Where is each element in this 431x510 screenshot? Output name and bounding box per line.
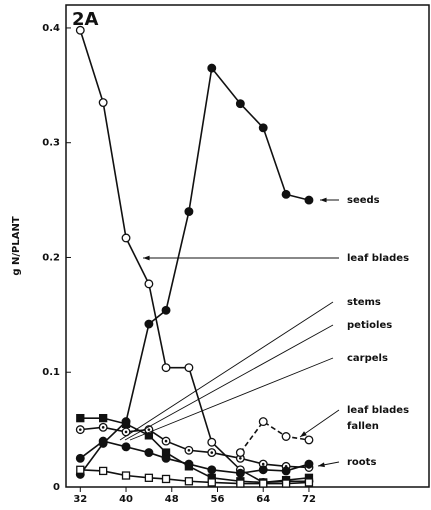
marker	[144, 279, 154, 289]
marker	[76, 465, 85, 474]
annotation: petioles	[347, 320, 392, 331]
marker	[235, 468, 245, 478]
marker	[281, 189, 291, 199]
leader-line	[299, 409, 340, 438]
marker-dot	[78, 428, 82, 431]
x-tick-label: 40	[119, 494, 133, 505]
annotation: leaf blades	[347, 405, 409, 416]
marker	[98, 436, 108, 446]
marker	[207, 465, 217, 475]
marker	[235, 99, 245, 109]
marker	[207, 437, 217, 447]
marker	[121, 442, 131, 452]
leader-line	[119, 301, 334, 441]
marker	[121, 471, 131, 480]
annotation: leaf blades	[347, 253, 409, 264]
marker	[161, 305, 171, 315]
marker	[184, 363, 194, 373]
arrow-head	[143, 255, 150, 261]
marker	[207, 63, 217, 73]
marker	[184, 477, 194, 486]
leader-line	[129, 357, 334, 441]
marker	[304, 195, 314, 205]
y-tick-label: 0.1	[42, 367, 60, 378]
marker-dot	[210, 451, 214, 454]
marker	[258, 123, 268, 133]
annotation: carpels	[347, 353, 388, 364]
y-axis-label: g N/PLANT	[11, 216, 22, 275]
y-tick-label: 0.4	[42, 23, 60, 34]
marker-dot	[164, 439, 168, 443]
marker	[121, 233, 131, 243]
marker	[161, 474, 171, 484]
marker	[75, 25, 85, 35]
marker-dot	[101, 426, 105, 429]
series-line	[79, 30, 309, 484]
y-tick-label: 0	[53, 482, 60, 493]
annotation: roots	[347, 457, 376, 468]
arrow-head	[320, 197, 327, 203]
y-tick-label: 0.2	[42, 252, 60, 263]
annotation: stems	[347, 297, 381, 308]
marker	[76, 413, 85, 423]
marker	[259, 479, 268, 488]
x-tick-label: 72	[302, 494, 316, 505]
marker	[144, 473, 154, 482]
marker	[281, 466, 291, 476]
marker-dot	[187, 448, 191, 452]
marker	[99, 413, 108, 423]
annotation: seeds	[347, 195, 380, 206]
marker	[161, 453, 171, 463]
x-tick-label: 48	[165, 494, 179, 505]
series-line	[239, 420, 310, 454]
marker	[144, 448, 154, 458]
leader-line	[124, 324, 334, 441]
marker-dot	[261, 462, 265, 466]
x-tick-label: 56	[211, 494, 225, 505]
arrow-head	[300, 431, 307, 437]
panel-label: 2A	[72, 9, 99, 30]
marker-dot	[147, 428, 151, 431]
marker	[258, 417, 268, 427]
x-tick-label: 64	[256, 494, 270, 505]
x-tick-label: 32	[73, 494, 87, 505]
marker	[207, 478, 216, 487]
marker	[235, 448, 245, 458]
marker	[258, 465, 268, 475]
marker	[161, 363, 171, 373]
marker	[304, 435, 314, 445]
marker	[121, 419, 131, 429]
marker	[75, 453, 85, 463]
marker	[304, 478, 314, 487]
marker	[184, 207, 194, 217]
marker-dot	[239, 457, 242, 460]
plot-frame	[65, 4, 430, 488]
arrow-head	[318, 462, 325, 468]
marker-dot	[124, 430, 128, 434]
y-tick-label: 0.3	[42, 138, 60, 149]
marker	[184, 459, 194, 469]
marker	[236, 479, 245, 488]
marker	[99, 466, 108, 476]
marker	[98, 98, 108, 107]
marker	[281, 432, 291, 441]
annotation: fallen	[347, 421, 379, 432]
marker	[144, 319, 154, 329]
marker	[304, 459, 314, 469]
marker	[281, 479, 291, 488]
